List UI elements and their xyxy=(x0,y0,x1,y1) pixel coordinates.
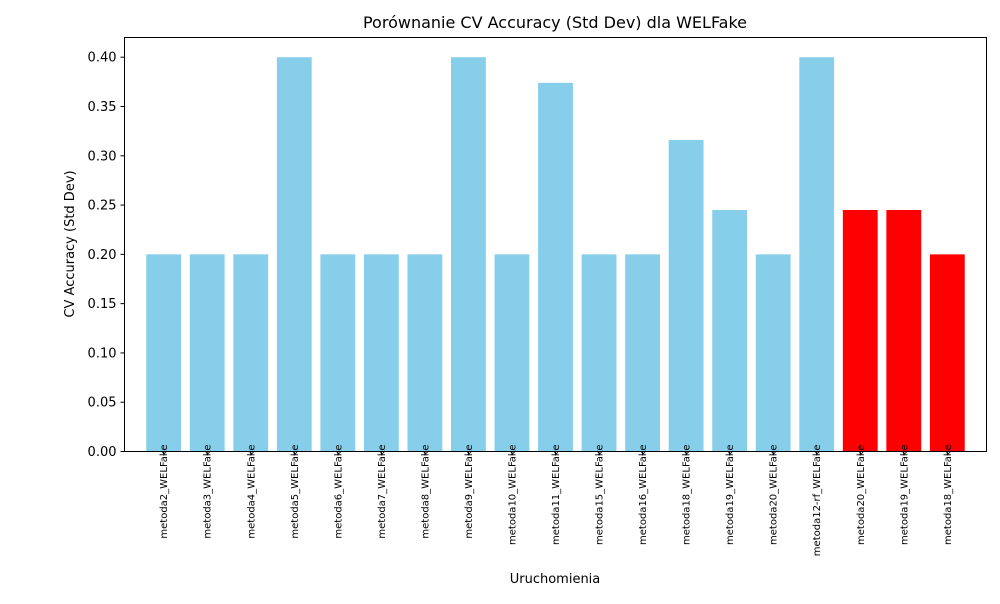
x-tick-label: metoda19_WELFake xyxy=(725,445,736,545)
x-tick-label: metoda19_WELFake xyxy=(899,445,910,545)
y-axis: 0.00 0.05 0.10 0.15 0.20 0.25 0.30 0.35 0.40 xyxy=(88,51,125,460)
x-axis: metoda2_WELFake metoda3_WELFake metoda4_WE… xyxy=(159,445,954,557)
x-tick-label: metoda15_WELFake xyxy=(595,445,606,545)
bars-group xyxy=(146,57,965,452)
bar-19 xyxy=(929,254,965,452)
bar-15 xyxy=(755,254,791,452)
bar-2 xyxy=(189,254,225,452)
x-tick-label: metoda6_WELFake xyxy=(333,445,344,539)
plot-frame xyxy=(124,37,987,452)
x-tick-label: metoda4_WELFake xyxy=(246,445,257,539)
bar-7 xyxy=(407,254,443,452)
bar-3 xyxy=(233,254,269,452)
bar-6 xyxy=(363,254,399,452)
x-tick-label: metoda12-rf_WELFake xyxy=(812,445,823,557)
x-tick-label: metoda7_WELFake xyxy=(377,445,388,539)
y-axis-label: CV Accuracy (Std Dev) xyxy=(63,170,78,317)
x-tick-label: metoda11_WELFake xyxy=(551,445,562,545)
x-tick-label: metoda8_WELFake xyxy=(420,445,431,539)
bar-10 xyxy=(538,82,573,452)
x-tick-label: metoda18_WELFake xyxy=(682,445,693,545)
bar-18 xyxy=(886,210,922,452)
y-tick-label: 0.05 xyxy=(88,396,117,411)
y-tick-label: 0.10 xyxy=(88,346,117,361)
x-tick-label: metoda20_WELFake xyxy=(856,445,867,545)
bar-16 xyxy=(799,57,835,452)
bar-5 xyxy=(320,254,356,452)
bar-9 xyxy=(494,254,530,452)
x-tick-label: metoda3_WELFake xyxy=(203,445,214,539)
y-tick-label: 0.00 xyxy=(88,445,117,460)
bar-1 xyxy=(146,254,182,452)
x-tick-label: metoda20_WELFake xyxy=(769,445,780,545)
x-tick-label: metoda2_WELFake xyxy=(159,445,170,539)
bar-8 xyxy=(451,57,486,452)
y-tick-label: 0.35 xyxy=(88,100,117,115)
y-tick-label: 0.30 xyxy=(88,149,117,164)
x-tick-label: metoda16_WELFake xyxy=(638,445,649,545)
bar-17 xyxy=(842,210,878,452)
x-tick-label: metoda18_WELFake xyxy=(943,445,954,545)
bar-11 xyxy=(581,254,617,452)
y-tick-label: 0.40 xyxy=(88,51,117,66)
y-tick-label: 0.20 xyxy=(88,248,117,263)
bar-4 xyxy=(276,57,312,452)
x-tick-label: metoda9_WELFake xyxy=(464,445,475,539)
bar-13 xyxy=(668,140,704,452)
y-tick-label: 0.15 xyxy=(88,297,117,312)
chart-title: Porównanie CV Accuracy (Std Dev) dla WEL… xyxy=(363,13,747,32)
y-tick-label: 0.25 xyxy=(88,199,117,214)
x-axis-label: Uruchomienia xyxy=(510,572,601,587)
bar-14 xyxy=(712,210,748,452)
bar-12 xyxy=(625,254,660,452)
x-tick-label: metoda5_WELFake xyxy=(290,445,301,539)
x-tick-label: metoda10_WELFake xyxy=(507,445,518,545)
